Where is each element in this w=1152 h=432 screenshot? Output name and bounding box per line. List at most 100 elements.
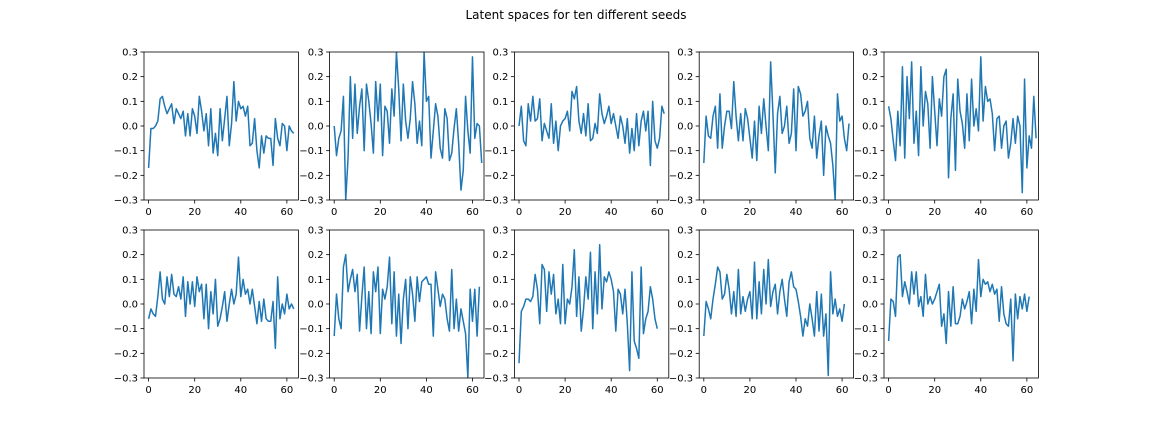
subplot-7: 0 20 40 60 −0.3 −0.2 −0.1 0.0 0.1 0.2 0.3: [299, 226, 485, 396]
series-line: [887, 56, 1037, 194]
subplot-10: 0 20 40 60 −0.3 −0.2 −0.1 0.0 0.1 0.2 0.3: [854, 226, 1039, 396]
y-tick-label: 0.3: [677, 226, 693, 237]
axes-frame: [883, 51, 1039, 201]
y-tick-label: 0.1: [677, 97, 693, 108]
y-tick-label: −0.1: [854, 146, 878, 157]
y-tick-label: 0.2: [492, 250, 508, 261]
y-tick-label: 0.1: [122, 97, 138, 108]
x-tick-label: 0: [701, 207, 707, 218]
x-tick-label: 20: [374, 207, 387, 218]
x-tick-label: 60: [836, 385, 849, 396]
y-tick-label: 0.2: [862, 72, 878, 83]
y-tick-label: 0.0: [862, 300, 878, 311]
x-tick-label: 60: [281, 207, 294, 218]
x-tick-label: 0: [516, 207, 522, 218]
y-tick-label: 0.3: [862, 48, 878, 59]
x-tick-label: 60: [466, 207, 479, 218]
subplot-1: 0 20 40 60 −0.3 −0.2 −0.1 0.0 0.1 0.2 0.3: [114, 48, 299, 218]
y-tick-label: 0.0: [308, 300, 324, 311]
x-tick-label: 40: [790, 385, 803, 396]
x-tick-label: 40: [605, 385, 618, 396]
x-tick-label: 20: [559, 207, 572, 218]
y-tick-label: 0.1: [677, 275, 693, 286]
y-tick-label: 0.1: [122, 275, 138, 286]
y-tick-label: −0.3: [114, 374, 138, 385]
y-tick-label: 0.1: [308, 97, 324, 108]
x-tick-label: 0: [701, 385, 707, 396]
x-tick-label: 0: [885, 385, 891, 396]
y-tick-label: 0.0: [492, 300, 508, 311]
y-tick-label: 0.3: [677, 48, 693, 59]
x-tick-label: 0: [331, 385, 337, 396]
y-tick-label: −0.2: [854, 349, 878, 360]
y-tick-label: −0.3: [114, 196, 138, 207]
x-tick-label: 60: [1021, 207, 1034, 218]
y-tick-label: −0.1: [484, 146, 508, 157]
y-tick-label: −0.2: [669, 171, 693, 182]
y-tick-label: 0.3: [122, 48, 138, 59]
subplot-3: 0 20 40 60 −0.3 −0.2 −0.1 0.0 0.1 0.2 0.3: [484, 48, 670, 218]
series-line: [887, 253, 1030, 362]
y-tick-label: 0.0: [862, 122, 878, 133]
x-tick-label: 40: [605, 207, 618, 218]
y-tick-label: 0.3: [308, 226, 324, 237]
y-tick-label: 0.2: [308, 72, 324, 83]
subplot-9: 0 20 40 60 −0.3 −0.2 −0.1 0.0 0.1 0.2 0.3: [669, 226, 855, 396]
x-tick-label: 60: [1021, 385, 1034, 396]
y-tick-label: −0.2: [484, 171, 508, 182]
y-tick-label: −0.2: [114, 349, 138, 360]
y-tick-label: 0.1: [492, 275, 508, 286]
x-tick-label: 20: [744, 207, 757, 218]
axes-frame: [143, 229, 299, 379]
x-tick-label: 0: [331, 207, 337, 218]
subplot-6: 0 20 40 60 −0.3 −0.2 −0.1 0.0 0.1 0.2 0.3: [114, 226, 299, 396]
x-tick-label: 60: [651, 385, 664, 396]
y-tick-label: 0.2: [492, 72, 508, 83]
x-tick-label: 40: [974, 385, 987, 396]
series-line: [147, 256, 295, 350]
y-tick-label: 0.1: [308, 275, 324, 286]
y-tick-label: 0.0: [308, 122, 324, 133]
y-tick-label: 0.3: [492, 226, 508, 237]
x-tick-label: 0: [145, 207, 151, 218]
x-tick-label: 40: [974, 207, 987, 218]
y-tick-label: 0.0: [122, 300, 138, 311]
x-tick-label: 20: [188, 207, 201, 218]
x-tick-label: 60: [466, 385, 479, 396]
y-tick-label: −0.1: [854, 324, 878, 335]
y-tick-label: 0.3: [492, 48, 508, 59]
y-tick-label: 0.3: [122, 226, 138, 237]
y-tick-label: −0.3: [854, 196, 878, 207]
y-tick-label: −0.2: [854, 171, 878, 182]
x-tick-label: 40: [234, 207, 247, 218]
subplot-5: 0 20 40 60 −0.3 −0.2 −0.1 0.0 0.1 0.2 0.3: [854, 48, 1039, 218]
series-line: [703, 61, 850, 200]
figure-title: Latent spaces for ten different seeds: [465, 8, 686, 22]
y-tick-label: 0.3: [862, 226, 878, 237]
x-tick-label: 40: [420, 207, 433, 218]
y-tick-label: −0.3: [669, 196, 693, 207]
y-tick-label: 0.0: [677, 300, 693, 311]
y-tick-label: −0.1: [114, 146, 138, 157]
y-tick-label: −0.3: [669, 374, 693, 385]
series-line: [333, 253, 481, 378]
y-tick-label: −0.1: [669, 324, 693, 335]
y-tick-label: −0.3: [484, 374, 508, 385]
y-tick-label: 0.3: [308, 48, 324, 59]
y-tick-label: −0.3: [299, 196, 323, 207]
y-tick-label: 0.0: [492, 122, 508, 133]
y-tick-label: 0.2: [308, 250, 324, 261]
x-tick-label: 0: [885, 207, 891, 218]
x-tick-label: 40: [790, 207, 803, 218]
x-tick-label: 20: [374, 385, 387, 396]
y-tick-label: −0.3: [299, 374, 323, 385]
x-tick-label: 0: [516, 385, 522, 396]
subplot-8: 0 20 40 60 −0.3 −0.2 −0.1 0.0 0.1 0.2 0.3: [484, 226, 670, 396]
series-line: [147, 80, 295, 169]
subplot-4: 0 20 40 60 −0.3 −0.2 −0.1 0.0 0.1 0.2 0.3: [669, 48, 855, 218]
subplot-grid: 0 20 40 60 −0.3 −0.2 −0.1 0.0 0.1 0.2 0.3 0 20 40 60 −0…: [114, 48, 1039, 396]
y-tick-label: 0.1: [862, 97, 878, 108]
x-tick-label: 40: [234, 385, 247, 396]
y-tick-label: −0.1: [484, 324, 508, 335]
